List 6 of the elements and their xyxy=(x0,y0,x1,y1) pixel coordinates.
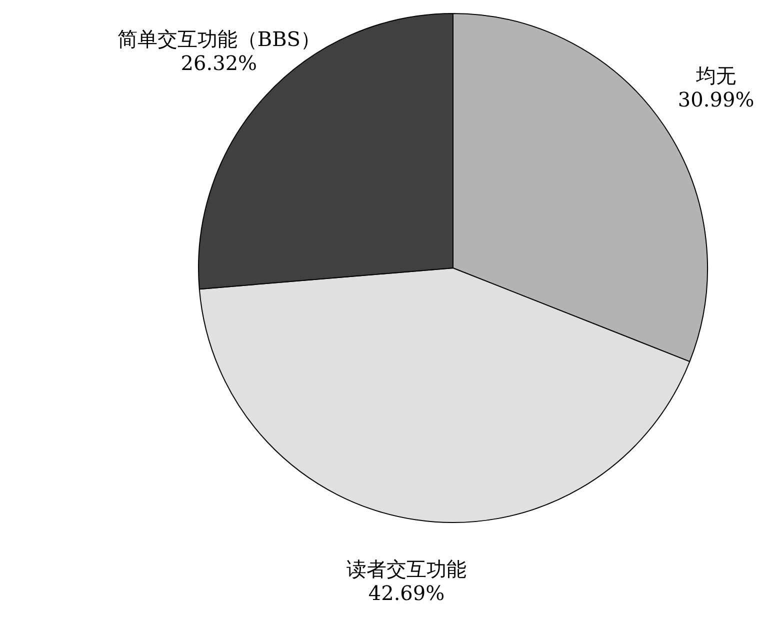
slice-label: 均无 xyxy=(695,63,736,88)
data-label: 26.32% xyxy=(180,50,258,75)
slice-label: 读者交互功能 xyxy=(346,556,466,581)
data-label: 30.99% xyxy=(678,87,754,112)
slice-label: 简单交互功能（BBS） xyxy=(117,26,320,51)
data-label: 42.69% xyxy=(368,580,445,605)
